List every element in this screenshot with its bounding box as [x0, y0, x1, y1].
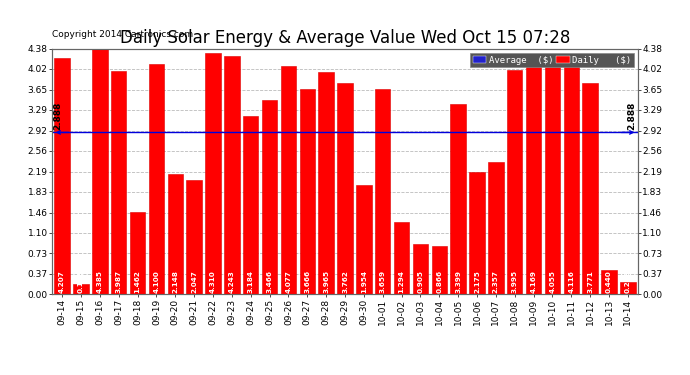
- Text: 1.294: 1.294: [399, 270, 404, 293]
- Bar: [582, 83, 598, 294]
- Text: 2.148: 2.148: [172, 270, 178, 293]
- Text: 3.762: 3.762: [342, 270, 348, 293]
- Bar: [431, 246, 447, 294]
- Bar: [262, 100, 277, 294]
- Text: 4.077: 4.077: [286, 270, 291, 293]
- Bar: [337, 83, 353, 294]
- Bar: [564, 63, 579, 294]
- Bar: [413, 244, 428, 294]
- Bar: [375, 89, 391, 294]
- Text: 2.357: 2.357: [493, 270, 499, 293]
- Text: 3.184: 3.184: [248, 270, 254, 293]
- Text: 3.399: 3.399: [455, 270, 461, 293]
- Bar: [205, 53, 221, 294]
- Text: 2.888: 2.888: [54, 101, 63, 130]
- Text: 4.243: 4.243: [229, 270, 235, 293]
- Text: 3.987: 3.987: [116, 270, 121, 293]
- Bar: [186, 180, 202, 294]
- Text: 4.207: 4.207: [59, 270, 65, 293]
- Text: 2.175: 2.175: [474, 270, 480, 293]
- Bar: [299, 89, 315, 294]
- Text: 4.055: 4.055: [549, 270, 555, 293]
- Bar: [243, 116, 259, 294]
- Text: 0.866: 0.866: [436, 270, 442, 293]
- Bar: [318, 72, 334, 294]
- Text: 0.440: 0.440: [606, 270, 612, 293]
- Bar: [168, 174, 183, 294]
- Bar: [526, 61, 542, 294]
- Text: 3.965: 3.965: [323, 270, 329, 293]
- Text: 4.385: 4.385: [97, 270, 103, 293]
- Legend: Average  ($), Daily   ($): Average ($), Daily ($): [471, 53, 633, 67]
- Bar: [92, 48, 108, 294]
- Bar: [469, 172, 485, 294]
- Bar: [601, 270, 617, 294]
- Bar: [451, 104, 466, 294]
- Text: 2.047: 2.047: [191, 270, 197, 293]
- Text: 0.228: 0.228: [625, 270, 631, 293]
- Bar: [620, 282, 635, 294]
- Bar: [544, 67, 560, 294]
- Text: 1.954: 1.954: [361, 270, 367, 293]
- Text: 4.169: 4.169: [531, 270, 537, 293]
- Bar: [55, 58, 70, 294]
- Text: 3.659: 3.659: [380, 270, 386, 293]
- Text: 1.462: 1.462: [135, 270, 141, 293]
- Text: 3.771: 3.771: [587, 270, 593, 293]
- Text: 4.116: 4.116: [569, 270, 574, 293]
- Title: Daily Solar Energy & Average Value Wed Oct 15 07:28: Daily Solar Energy & Average Value Wed O…: [120, 29, 570, 47]
- Bar: [507, 70, 522, 294]
- Text: 3.995: 3.995: [512, 270, 518, 293]
- Text: 3.666: 3.666: [304, 270, 310, 293]
- Text: Copyright 2014 Cartronics.com: Copyright 2014 Cartronics.com: [52, 30, 193, 39]
- Bar: [281, 66, 296, 294]
- Bar: [148, 64, 164, 294]
- Bar: [356, 185, 372, 294]
- Bar: [111, 71, 126, 294]
- Text: 0.178: 0.178: [78, 270, 84, 293]
- Text: 3.466: 3.466: [266, 270, 273, 293]
- Text: 2.888: 2.888: [627, 101, 636, 130]
- Bar: [488, 162, 504, 294]
- Bar: [130, 212, 146, 294]
- Bar: [73, 284, 89, 294]
- Text: 4.310: 4.310: [210, 270, 216, 293]
- Text: 0.905: 0.905: [417, 270, 424, 293]
- Bar: [394, 222, 409, 294]
- Text: 4.100: 4.100: [153, 270, 159, 293]
- Bar: [224, 56, 239, 294]
